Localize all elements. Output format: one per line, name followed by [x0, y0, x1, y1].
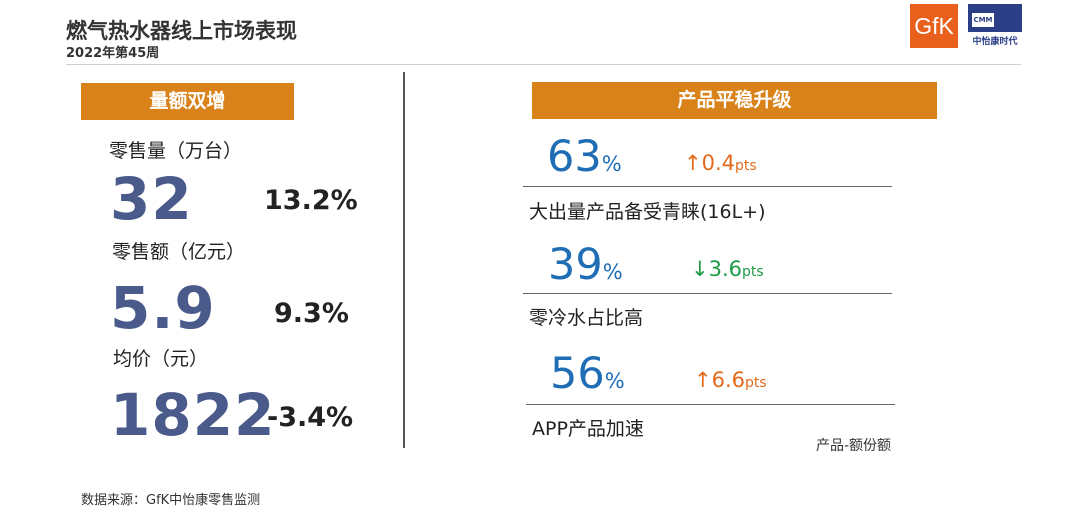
cmm-logo-mark: CMM: [972, 13, 994, 27]
row-divider: [523, 293, 892, 294]
metric-growth-volume: 13.2%: [264, 185, 358, 216]
percent-sign: %: [602, 260, 623, 284]
share-number: 63: [547, 132, 602, 182]
gfk-logo: GfK: [910, 4, 958, 48]
right-banner: 产品平稳升级: [532, 82, 937, 119]
arrow-up-icon: ↑: [694, 368, 712, 392]
share-number: 39: [548, 240, 603, 290]
page-subtitle: 2022年第45周: [66, 46, 160, 61]
cmm-logo: CMM 中怡康时代: [968, 4, 1022, 54]
metric-growth-sales: 9.3%: [274, 298, 349, 329]
metric-label-sales: 零售额（亿元）: [112, 241, 246, 263]
percent-sign: %: [604, 369, 625, 393]
left-banner: 量额双增: [81, 83, 294, 120]
change-unit: pts: [745, 375, 767, 391]
share-desc-zero-cold-water: 零冷水占比高: [529, 307, 644, 329]
share-number: 56: [550, 349, 605, 399]
metric-label-volume: 零售量（万台）: [109, 140, 243, 162]
percent-sign: %: [601, 152, 622, 176]
share-change-app: ↑6.6pts: [694, 368, 767, 392]
header-divider: [66, 64, 1021, 65]
change-number: 3.6: [708, 257, 743, 281]
cmm-logo-text: 中怡康时代: [972, 37, 1018, 47]
row-divider: [526, 404, 895, 405]
row-divider: [523, 186, 892, 187]
change-number: 0.4: [701, 151, 736, 175]
share-change-zero-cold-water: ↓3.6pts: [691, 257, 764, 281]
page-title: 燃气热水器线上市场表现: [66, 19, 297, 43]
share-desc-large-capacity: 大出量产品备受青睐(16L+): [529, 201, 766, 223]
metric-label-price: 均价（元）: [113, 348, 209, 370]
metric-growth-price: -3.4%: [267, 402, 354, 433]
center-divider: [403, 72, 405, 448]
change-number: 6.6: [711, 368, 746, 392]
cmm-logo-box: CMM: [968, 4, 1022, 32]
share-change-large-capacity: ↑0.4pts: [684, 151, 757, 175]
share-value-zero-cold-water: 39%: [548, 244, 623, 287]
change-unit: pts: [742, 264, 764, 280]
data-source: 数据来源：GfK中怡康零售监测: [81, 493, 261, 508]
share-value-large-capacity: 63%: [547, 136, 622, 179]
metric-value-sales: 5.9: [110, 274, 216, 342]
metric-value-volume: 32: [110, 165, 193, 233]
share-value-app: 56%: [550, 353, 625, 396]
arrow-down-icon: ↓: [691, 257, 709, 281]
metric-value-price: 1822: [110, 381, 276, 449]
arrow-up-icon: ↑: [684, 151, 702, 175]
share-note: 产品-额份额: [816, 438, 892, 454]
share-desc-app: APP产品加速: [532, 418, 644, 440]
change-unit: pts: [735, 158, 757, 174]
